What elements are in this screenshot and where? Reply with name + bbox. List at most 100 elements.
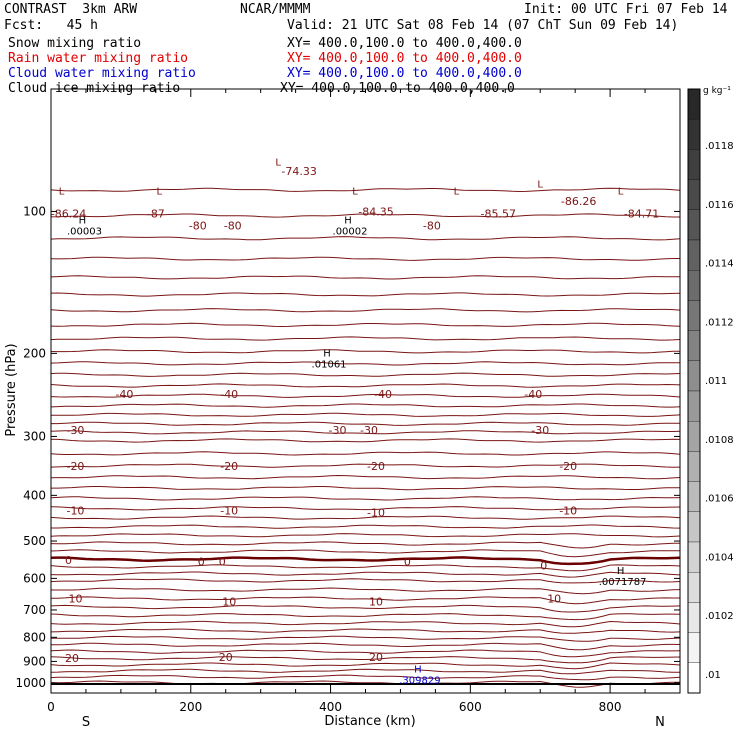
- legend-snow-xy: XY= 400.0,100.0 to 400.0,400.0: [287, 36, 522, 51]
- contour-line: [51, 421, 680, 426]
- contour-label: 20: [65, 652, 79, 665]
- contour-line: [50, 578, 681, 584]
- contour-line: [50, 604, 681, 613]
- extremum-value: .309829: [399, 676, 440, 687]
- y-tick-label: 100: [23, 204, 46, 218]
- colorbar-segment: [687, 632, 701, 663]
- contour-label: -40: [220, 388, 238, 401]
- contour-label: -10: [220, 505, 238, 518]
- y-tick-label: 700: [23, 603, 46, 617]
- contour-label: 0: [65, 554, 72, 567]
- contour-line: [50, 613, 681, 621]
- legend-snow-name: Snow mixing ratio: [8, 36, 142, 51]
- y-tick-label: 800: [23, 630, 46, 644]
- y-tick-label: 600: [23, 571, 46, 585]
- contour-label: -20: [367, 460, 385, 473]
- contour-line: [50, 628, 681, 634]
- colorbar-tick-label: .0112: [705, 317, 734, 328]
- y-tick-label: 500: [23, 534, 46, 548]
- colorbar-segment: [687, 421, 701, 452]
- colorbar-segment: [687, 88, 701, 120]
- colorbar-tick-label: .0116: [705, 200, 734, 211]
- contour-label: -85.57: [481, 207, 516, 220]
- extremum-value: .00003: [67, 226, 102, 237]
- center-name: NCAR/MMMM: [240, 2, 311, 17]
- contour-label: 10: [369, 596, 383, 609]
- colorbar-segment: [687, 239, 701, 271]
- x-end-left-label: S: [82, 715, 90, 730]
- extremum-mark: L: [454, 186, 460, 197]
- extremum-mark: L: [275, 158, 281, 169]
- colorbar-segment: [687, 572, 701, 603]
- contour-line: [50, 256, 680, 261]
- colorbar-tick-label: .011: [705, 376, 727, 387]
- colorbar-tick-label: .0104: [705, 552, 734, 563]
- extremum-mark: L: [157, 186, 163, 197]
- extremum-mark: H: [617, 566, 625, 577]
- contour-line: [50, 463, 681, 468]
- colorbar-segment: [687, 270, 701, 301]
- contour-line: [50, 438, 681, 443]
- extremum-value: .0071787: [599, 577, 647, 588]
- contour-line: [50, 496, 681, 501]
- colorbar-tick-label: .0102: [705, 611, 734, 622]
- colorbar-segment: [687, 179, 701, 210]
- y-tick-label: 200: [23, 346, 46, 360]
- colorbar-unit: g kg⁻¹: [703, 86, 731, 96]
- colorbar-tick-label: .0106: [705, 494, 734, 505]
- contour-line: [50, 336, 681, 341]
- contour-lines: [50, 187, 681, 688]
- contour-line: [50, 533, 681, 538]
- contour-line: [50, 361, 680, 366]
- init-time: Init: 00 UTC Fri 07 Feb 14: [524, 2, 728, 17]
- y-axis-label: Pressure (hPa): [4, 343, 19, 436]
- y-tick-label: 1000: [15, 676, 46, 690]
- legend-cloudwater-xy: XY= 400.0,100.0 to 400.0,400.0: [287, 66, 522, 81]
- contour-line: [50, 393, 681, 398]
- contour-label: -20: [559, 460, 577, 473]
- legend-rain-xy: XY= 400.0,100.0 to 400.0,400.0: [287, 51, 522, 66]
- contour-label: -80: [423, 219, 441, 232]
- colorbar-frame: [687, 88, 701, 694]
- extremum-mark: L: [537, 180, 543, 191]
- contour-line: [50, 322, 681, 328]
- contour-line: [50, 430, 681, 435]
- contour-label: -86.24: [51, 207, 86, 220]
- contour-line: [50, 213, 680, 218]
- contour-line: [50, 620, 681, 628]
- contour-line: [50, 649, 681, 658]
- contour-label: -40: [374, 388, 392, 401]
- contour-label: -84.71: [624, 207, 659, 220]
- x-tick-label: 0: [47, 700, 55, 714]
- colorbar-segment: [687, 481, 701, 512]
- colorbar-segment: [687, 662, 701, 694]
- y-tick-label: 400: [23, 488, 46, 502]
- colorbar-segment: [687, 541, 701, 573]
- contour-line: [50, 668, 680, 675]
- contour-label: 10: [222, 596, 236, 609]
- x-end-right-label: N: [655, 715, 665, 730]
- contour-line: [50, 403, 681, 408]
- extremum-value: .01061: [312, 359, 347, 370]
- contour-label: -10: [559, 505, 577, 518]
- contour-line: [51, 642, 681, 651]
- extremum-mark: H: [79, 215, 87, 226]
- contour-line: [50, 308, 681, 313]
- contour-line: [50, 674, 681, 681]
- contour-line: [50, 549, 680, 558]
- x-tick-label: 200: [179, 700, 202, 714]
- contour-labels: -74.33 -86.24 -87 -84.35 -85.57 -86.26 -84.71 -…: [51, 165, 660, 665]
- forecast-hour: Fcst: 45 h: [4, 18, 98, 33]
- contour-line: [50, 662, 681, 670]
- contour-line: [51, 412, 681, 417]
- contour-line: [50, 372, 681, 377]
- colorbar-segment: [687, 330, 701, 361]
- contour-label: -30: [66, 424, 84, 437]
- contour-label: 20: [369, 651, 383, 664]
- colorbar-tick-label: .0118: [705, 141, 734, 152]
- extremum-mark: H: [323, 348, 331, 359]
- y-tick-label: 900: [23, 654, 46, 668]
